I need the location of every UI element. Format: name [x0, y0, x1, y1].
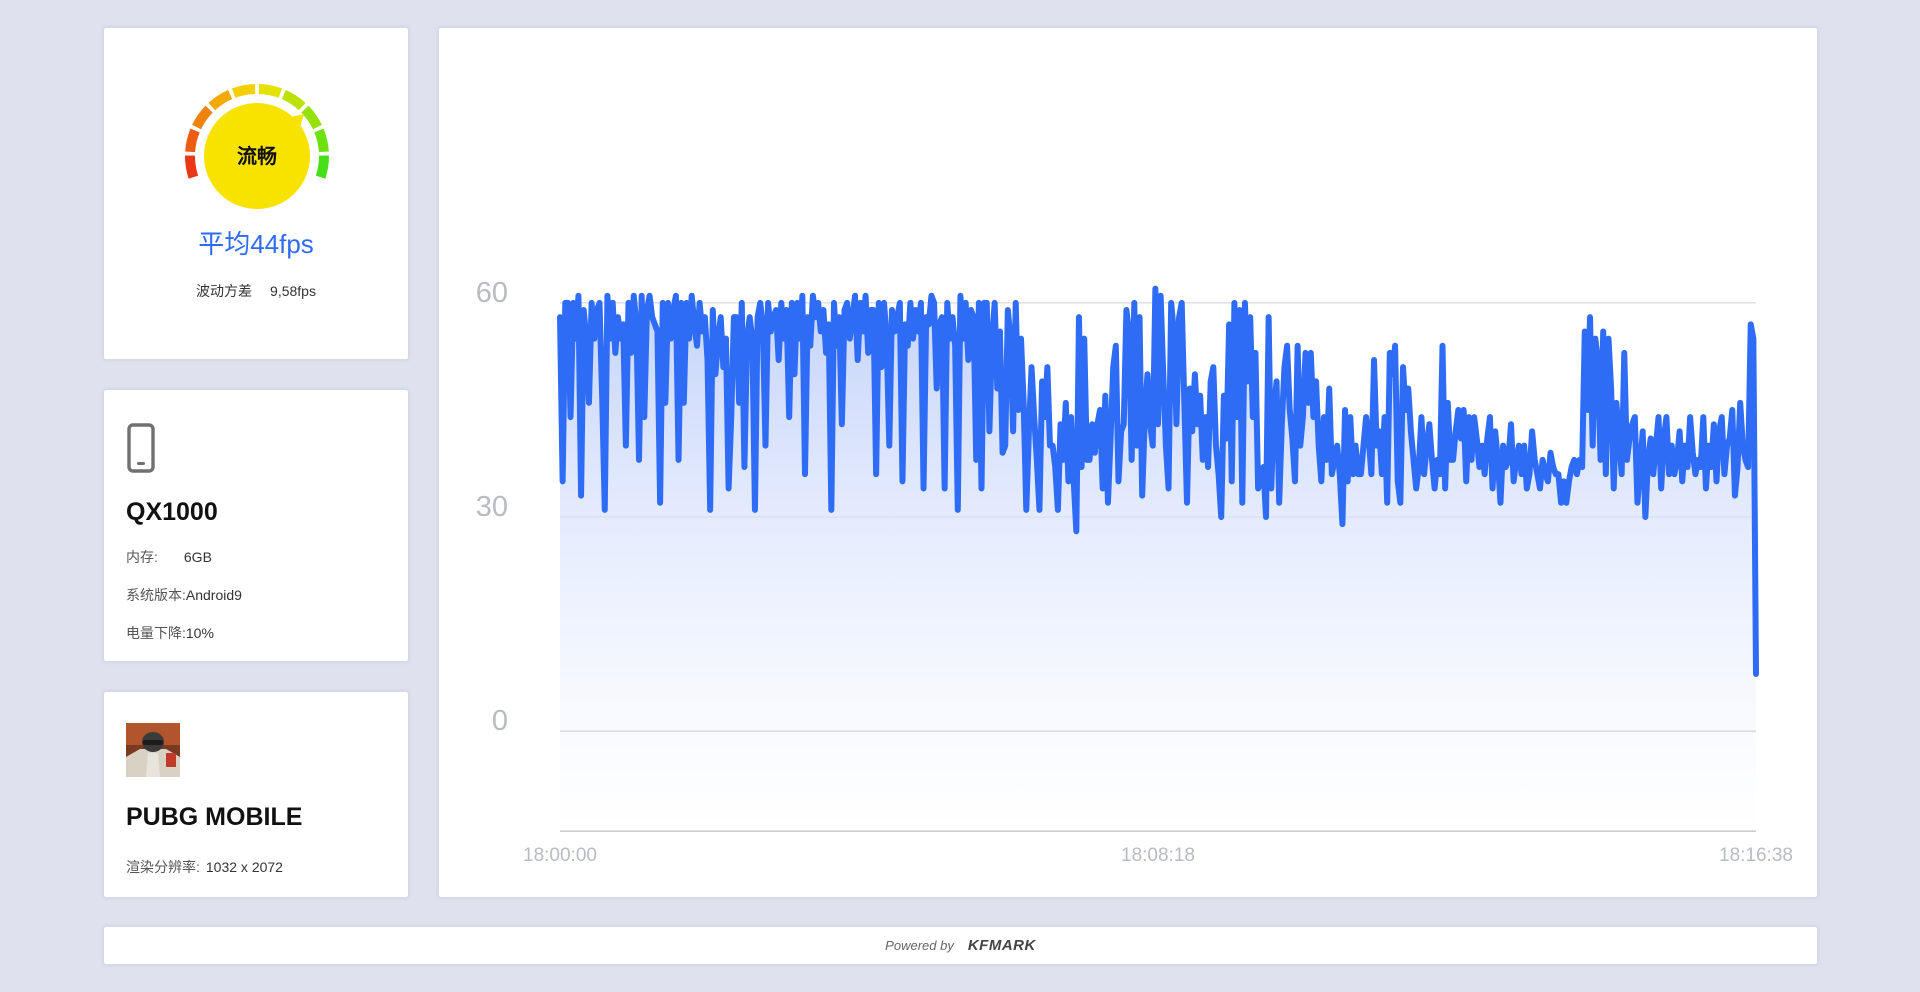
gauge-segment	[208, 90, 233, 111]
gauge-segment	[314, 128, 329, 153]
fps-chart-card: 0 30 60 18:00:00 18:08:18 18:16:38	[438, 27, 1818, 898]
smoothness-card: 流畅 平均44fps 波动方差 9,58fps	[103, 27, 409, 360]
device-card: QX1000 内存: 6GB 系统版本:Android9 电量下降:10%	[103, 389, 409, 662]
gauge-segment	[258, 84, 283, 98]
average-fps: 平均44fps	[198, 229, 314, 259]
os-version-row: 系统版本:Android9	[126, 585, 242, 605]
series-line	[557, 285, 1759, 677]
gauge-scale	[185, 84, 329, 179]
os-version-label: 系统版本:	[126, 587, 186, 603]
y-axis-ticks: 0 30 60	[476, 277, 508, 737]
powered-by-text: Powered by	[885, 938, 954, 953]
gauge-pointer	[288, 114, 305, 130]
gauge-segment	[281, 90, 306, 111]
gauge-segment	[315, 155, 329, 179]
fps-variance: 波动方差 9,58fps	[104, 281, 408, 301]
x-tick-label: 18:00:00	[523, 845, 597, 866]
x-axis-ticks: 18:00:00 18:08:18 18:16:38	[523, 845, 1793, 866]
footer-bar: Powered by KFMARK	[103, 926, 1818, 965]
game-name: PUBG MOBILE	[126, 803, 303, 831]
y-tick-label: 30	[476, 491, 508, 523]
os-version-value: Android9	[185, 587, 242, 603]
device-name: QX1000	[126, 498, 218, 526]
brand-logo: KFMARK	[967, 937, 1036, 954]
variance-label: 波动方差	[196, 283, 253, 299]
gauge-status-label: 流畅	[237, 144, 277, 168]
footer-content: Powered by KFMARK	[104, 927, 1817, 964]
battery-drop-label: 电量下降:	[126, 625, 186, 641]
y-tick-label: 60	[476, 277, 508, 309]
game-app-icon	[126, 723, 180, 777]
phone-icon	[127, 423, 155, 473]
render-resolution-row: 渲染分辨率: 1032 x 2072	[126, 857, 283, 877]
render-resolution-value: 1032 x 2072	[205, 859, 283, 875]
x-tick-label: 18:16:38	[1719, 845, 1793, 866]
variance-value: 9,58fps	[270, 283, 316, 299]
battery-drop-value: 10%	[185, 625, 214, 641]
battery-drop-row: 电量下降:10%	[126, 623, 214, 643]
gauge-segment	[192, 105, 213, 130]
fps-area-chart: 0 30 60 18:00:00 18:08:18 18:16:38	[476, 277, 1793, 866]
y-tick-label: 0	[492, 705, 508, 737]
memory-value: 6GB	[183, 549, 212, 565]
gauge-segment	[301, 105, 322, 130]
gauge-center-disc	[204, 103, 310, 209]
gauge-segment	[231, 84, 256, 98]
x-tick-label: 18:08:18	[1121, 845, 1195, 866]
game-card: PUBG MOBILE 渲染分辨率: 1032 x 2072	[103, 691, 409, 898]
render-resolution-label: 渲染分辨率:	[126, 859, 200, 875]
gauge-segment	[185, 128, 200, 153]
memory-row: 内存: 6GB	[126, 547, 212, 567]
gauge-segment	[185, 155, 199, 179]
fps-gauge: 流畅	[185, 84, 329, 209]
chart-series-line-group	[557, 285, 1759, 677]
memory-label: 内存:	[126, 549, 158, 565]
